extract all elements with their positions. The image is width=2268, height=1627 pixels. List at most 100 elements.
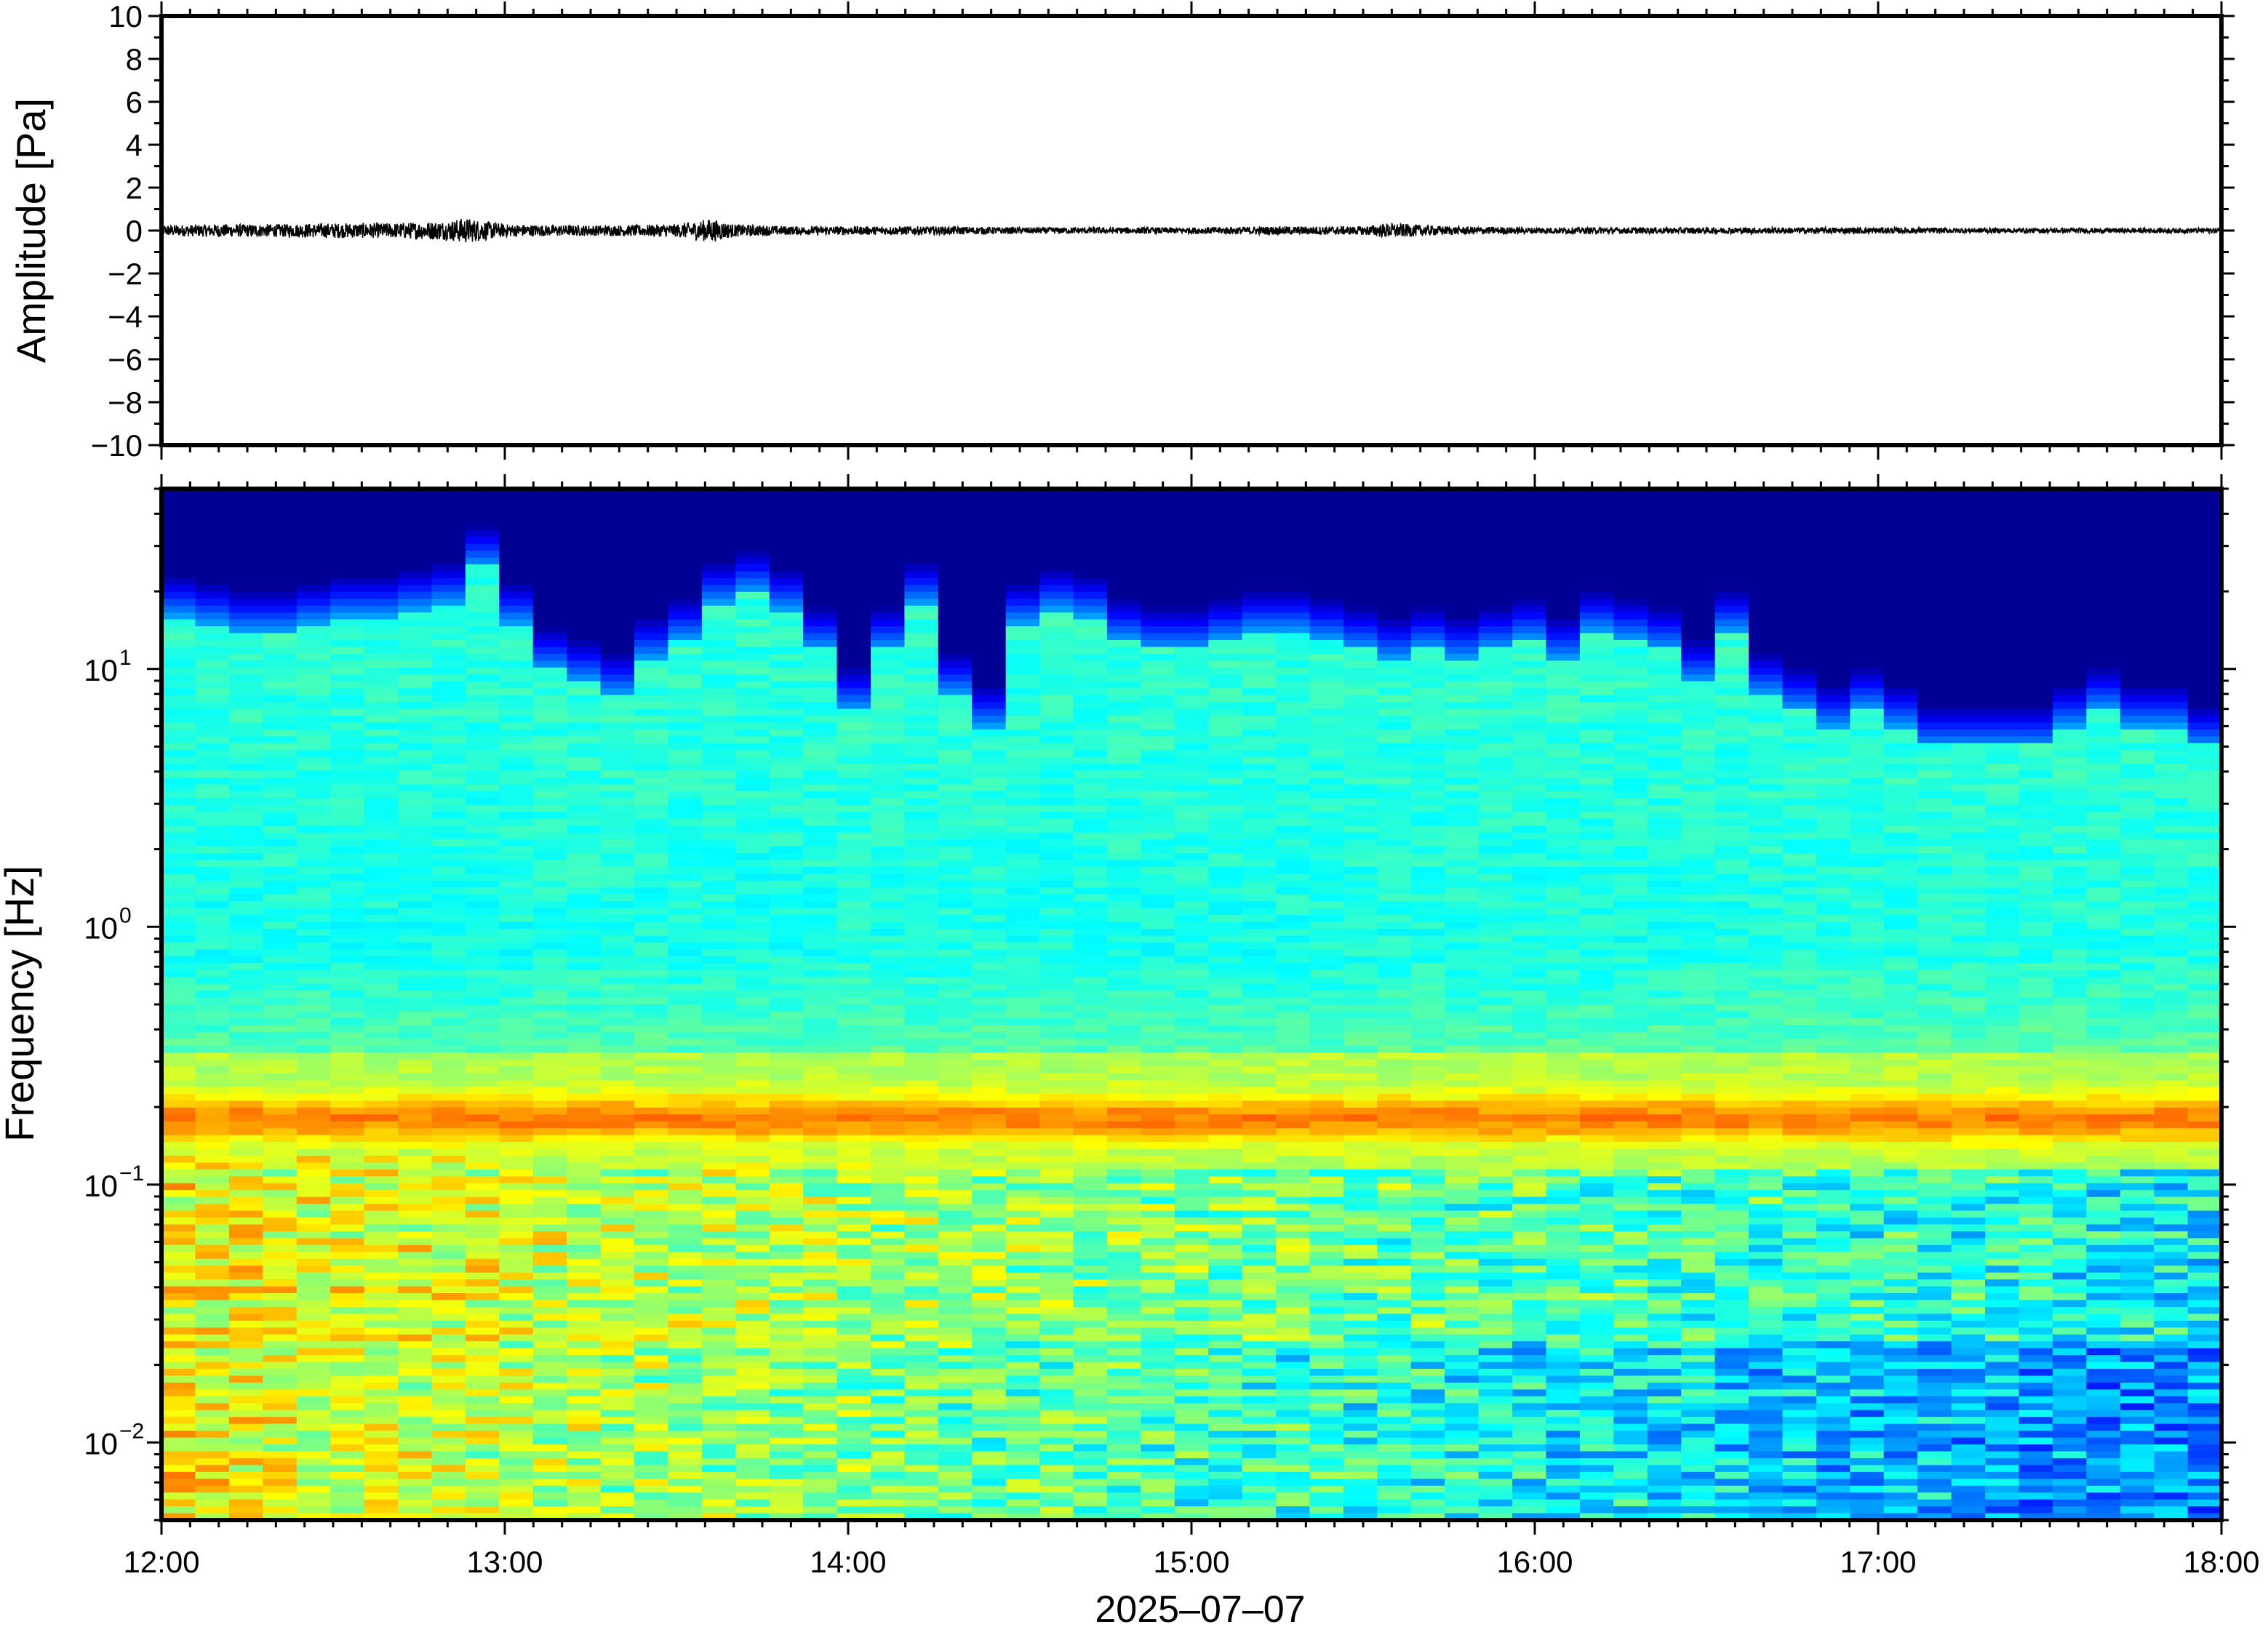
spectrogram-cell — [499, 839, 533, 847]
spectrogram-cell — [533, 1183, 567, 1191]
spectrogram-cell — [668, 1266, 702, 1273]
spectrogram-cell — [601, 1451, 635, 1458]
spectrogram-cell — [263, 1273, 297, 1280]
spectrogram-cell — [398, 1066, 432, 1074]
spectrogram-cell — [533, 1176, 567, 1183]
spectrogram-cell — [1141, 537, 1175, 544]
y-tick-label: 8 — [126, 42, 143, 76]
spectrogram-cell — [533, 585, 567, 592]
spectrogram-cell — [668, 1362, 702, 1370]
spectrogram-cell — [634, 1074, 668, 1081]
spectrogram-cell — [668, 1156, 702, 1163]
spectrogram-cell — [1175, 1259, 1209, 1266]
spectrogram-cell — [364, 681, 399, 689]
spectrogram-cell — [837, 1025, 871, 1032]
spectrogram-cell — [364, 612, 399, 620]
spectrogram-cell — [431, 1307, 466, 1314]
spectrogram-cell — [364, 1273, 399, 1280]
spectrogram-cell — [1107, 1170, 1141, 1177]
spectrogram-cell — [263, 681, 297, 689]
spectrogram-cell — [803, 1314, 837, 1321]
spectrogram-cell — [601, 1094, 635, 1101]
spectrogram-cell — [195, 791, 229, 799]
spectrogram-cell — [263, 935, 297, 943]
spectrogram-cell — [938, 612, 973, 620]
spectrogram-cell — [972, 833, 1006, 840]
spectrogram-cell — [702, 688, 736, 695]
spectrogram-cell — [1039, 819, 1074, 826]
spectrogram-cell — [466, 819, 500, 826]
spectrogram-cell — [195, 1060, 229, 1067]
spectrogram-cell — [1175, 743, 1209, 751]
spectrogram-cell — [567, 647, 601, 654]
spectrogram-cell — [871, 1176, 905, 1183]
spectrogram-cell — [364, 1176, 399, 1183]
spectrogram-cell — [904, 757, 938, 764]
spectrogram-cell — [297, 867, 331, 874]
spectrogram-cell — [634, 1506, 668, 1514]
spectrogram-cell — [229, 688, 263, 695]
spectrogram-cell — [702, 716, 736, 723]
spectrogram-cell — [1175, 1011, 1209, 1018]
spectrogram-cell — [1107, 660, 1141, 668]
spectrogram-cell — [904, 551, 938, 558]
spectrogram-cell — [1141, 847, 1175, 854]
spectrogram-cell — [330, 1122, 364, 1129]
spectrogram-cell — [1006, 709, 1040, 716]
spectrogram-cell — [601, 1170, 635, 1177]
spectrogram-cell — [634, 984, 668, 991]
spectrogram-cell — [972, 805, 1006, 812]
spectrogram-cell — [668, 544, 702, 551]
spectrogram-cell — [195, 551, 229, 558]
spectrogram-cell — [297, 688, 331, 695]
spectrogram-cell — [229, 1500, 263, 1507]
spectrogram-cell — [735, 1238, 770, 1245]
spectrogram-cell — [161, 1046, 196, 1053]
spectrogram-cell — [702, 833, 736, 840]
spectrogram-cell — [431, 956, 466, 964]
spectrogram-cell — [668, 606, 702, 613]
spectrogram-cell — [803, 1321, 837, 1328]
spectrogram-cell — [297, 1183, 331, 1191]
spectrogram-cell — [229, 853, 263, 860]
spectrogram-cell — [364, 1238, 399, 1245]
spectrogram-cell — [297, 1451, 331, 1458]
spectrogram-cell — [398, 1238, 432, 1245]
spectrogram-cell — [1208, 1211, 1242, 1218]
spectrogram-cell — [1006, 984, 1040, 991]
spectrogram-cell — [770, 915, 804, 922]
spectrogram-cell — [770, 1204, 804, 1211]
spectrogram-cell — [263, 1245, 297, 1252]
spectrogram-cell — [297, 620, 331, 627]
spectrogram-cell — [770, 495, 804, 503]
spectrogram-cell — [1141, 1238, 1175, 1245]
spectrogram-cell — [601, 516, 635, 524]
spectrogram-cell — [364, 1492, 399, 1500]
spectrogram-cell — [364, 1025, 399, 1032]
spectrogram-cell — [567, 1335, 601, 1342]
spectrogram-cell — [904, 1335, 938, 1342]
spectrogram-cell — [195, 1506, 229, 1514]
spectrogram-cell — [770, 716, 804, 723]
spectrogram-cell — [431, 1314, 466, 1321]
spectrogram-cell — [499, 901, 533, 908]
spectrogram-cell — [229, 1025, 263, 1032]
spectrogram-cell — [330, 1348, 364, 1356]
spectrogram-cell — [466, 578, 500, 585]
spectrogram-cell — [195, 1369, 229, 1376]
spectrogram-cell — [330, 695, 364, 703]
spectrogram-cell — [195, 901, 229, 908]
spectrogram-cell — [702, 798, 736, 805]
spectrogram-cell — [161, 1018, 196, 1026]
spectrogram-cell — [1039, 1080, 1074, 1087]
spectrogram-cell — [1039, 984, 1074, 991]
spectrogram-cell — [567, 1032, 601, 1039]
spectrogram-cell — [431, 1472, 466, 1479]
spectrogram-cell — [702, 991, 736, 998]
spectrogram-cell — [533, 798, 567, 805]
spectrogram-cell — [770, 1500, 804, 1507]
spectrogram-cell — [735, 681, 770, 689]
spectrogram-cell — [297, 853, 331, 860]
spectrogram-cell — [431, 1341, 466, 1348]
spectrogram-cell — [567, 1451, 601, 1458]
